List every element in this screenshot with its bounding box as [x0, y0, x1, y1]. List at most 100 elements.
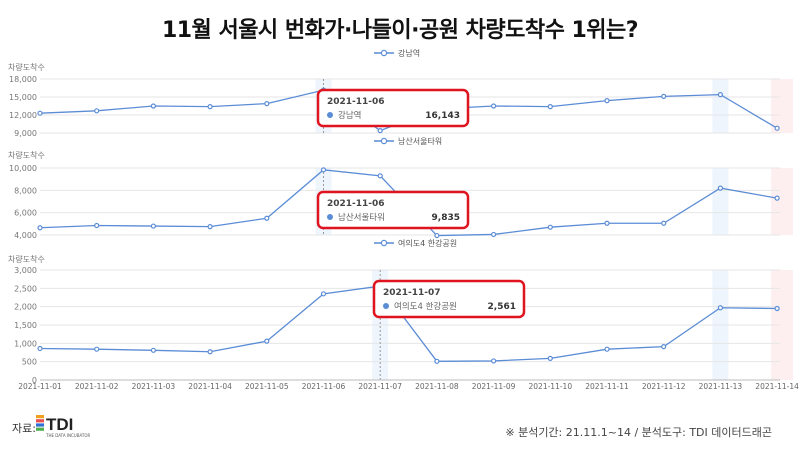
y-axis-label: 차량도착수 — [8, 254, 45, 264]
data-point — [491, 103, 497, 109]
tooltip-series-name: 여의도4 한강공원 — [394, 301, 457, 312]
tooltip-box — [316, 88, 470, 128]
x-tick-label: 2021-11-08 — [415, 382, 459, 391]
data-point — [94, 346, 100, 352]
tooltip-value: 2,561 — [488, 302, 516, 312]
data-point — [774, 125, 780, 131]
chart-2: 4,0006,0008,00010,000차량도착수남산서울타워2021-11-… — [8, 136, 794, 240]
data-point — [37, 225, 43, 231]
page-title: 11월 서울시 번화가·나들이·공원 차량도착수 1위는? — [161, 18, 639, 43]
tooltip: 2021-11-07 여의도4 한강공원 2,561 — [372, 279, 526, 319]
tooltip-series-dot — [383, 303, 389, 309]
x-tick-label: 2021-11-07 — [358, 382, 402, 391]
data-point — [150, 223, 156, 229]
logo-text: TDI — [46, 415, 73, 434]
legend-label: 남산서울타워 — [398, 136, 442, 146]
data-point — [94, 108, 100, 114]
y-tick-label: 6,000 — [14, 209, 37, 218]
x-tick-label: 2021-11-12 — [642, 382, 686, 391]
y-axis-label: 차량도착수 — [8, 62, 45, 72]
weekend-band — [771, 168, 794, 235]
x-tick-label: 2021-11-02 — [75, 382, 119, 391]
tooltip-date: 2021-11-06 — [327, 97, 385, 107]
chart-1: 9,00012,00015,00018,000차량도착수강남역2021-11-0… — [8, 48, 794, 138]
logo-bar — [36, 415, 44, 419]
logo-bar — [36, 427, 44, 431]
tooltip-series-dot — [327, 214, 333, 220]
data-point — [377, 128, 383, 134]
data-point — [320, 291, 327, 297]
legend-label: 여의도4 한강공원 — [398, 238, 457, 248]
tooltip: 2021-11-06 강남역 16,143 — [316, 88, 470, 128]
tooltip-date: 2021-11-07 — [383, 288, 441, 298]
legend-marker — [380, 239, 388, 247]
x-tick-label: 2021-11-11 — [585, 382, 629, 391]
y-tick-label: 500 — [22, 358, 37, 367]
tooltip-series-dot — [327, 112, 333, 118]
weekend-band — [712, 168, 729, 235]
data-point — [547, 224, 553, 230]
data-point — [547, 355, 553, 361]
y-tick-label: 4,000 — [14, 231, 37, 240]
data-point — [37, 345, 43, 352]
data-point — [604, 97, 610, 104]
data-point — [774, 305, 780, 312]
data-point — [604, 220, 610, 226]
weekend-band — [712, 79, 729, 133]
y-tick-label: 18,000 — [9, 75, 37, 84]
y-tick-label: 1,000 — [14, 339, 37, 348]
data-point — [264, 338, 270, 344]
y-tick-label: 2,500 — [14, 284, 37, 293]
logo-bar — [36, 419, 44, 423]
tooltip-box — [316, 190, 470, 230]
legend-marker — [380, 49, 388, 57]
x-tick-label: 2021-11-09 — [472, 382, 516, 391]
weekend-band — [771, 270, 794, 380]
y-tick-label: 2,000 — [14, 303, 37, 312]
data-point — [661, 93, 667, 100]
data-point — [207, 103, 213, 110]
tooltip-box — [372, 279, 526, 319]
data-point — [717, 185, 724, 191]
data-point — [717, 91, 724, 98]
series-line — [39, 285, 778, 362]
legend-marker — [380, 137, 388, 145]
data-point — [264, 215, 270, 221]
data-point — [150, 347, 156, 353]
data-point — [434, 358, 440, 364]
y-tick-label: 0 — [32, 376, 37, 385]
y-tick-label: 1,500 — [14, 321, 37, 330]
data-point — [207, 349, 213, 355]
data-point — [207, 224, 213, 230]
data-point — [94, 222, 100, 229]
y-tick-label: 9,000 — [14, 129, 37, 138]
logo-bar — [36, 423, 44, 427]
data-point — [377, 173, 383, 179]
y-axis-label: 차량도착수 — [8, 150, 45, 160]
data-point — [774, 195, 780, 201]
x-tick-label: 2021-11-03 — [132, 382, 176, 391]
y-tick-label: 8,000 — [14, 186, 37, 195]
legend-label: 강남역 — [398, 48, 420, 58]
data-point — [661, 220, 667, 226]
y-tick-label: 3,000 — [14, 266, 37, 275]
tooltip: 2021-11-06 남산서울타워 9,835 — [316, 190, 470, 230]
tooltip-value: 9,835 — [432, 213, 460, 223]
data-point — [264, 100, 270, 107]
data-point — [491, 231, 497, 238]
weekend-band — [771, 79, 794, 133]
y-tick-label: 15,000 — [9, 93, 37, 102]
x-tick-label: 2021-11-05 — [245, 382, 289, 391]
x-tick-label: 2021-11-06 — [302, 382, 346, 391]
data-point — [320, 167, 327, 173]
data-point — [717, 305, 724, 311]
x-tick-label: 2021-11-01 — [18, 382, 62, 391]
footnote: ※ 분석기간: 21.11.1~14 / 분석도구: TDI 데이터드래곤 — [505, 426, 772, 439]
x-tick-label: 2021-11-14 — [755, 382, 799, 391]
x-tick-label: 2021-11-04 — [188, 382, 232, 391]
tooltip-date: 2021-11-06 — [327, 199, 385, 209]
data-point — [434, 232, 440, 239]
tooltip-series-name: 강남역 — [338, 110, 361, 121]
